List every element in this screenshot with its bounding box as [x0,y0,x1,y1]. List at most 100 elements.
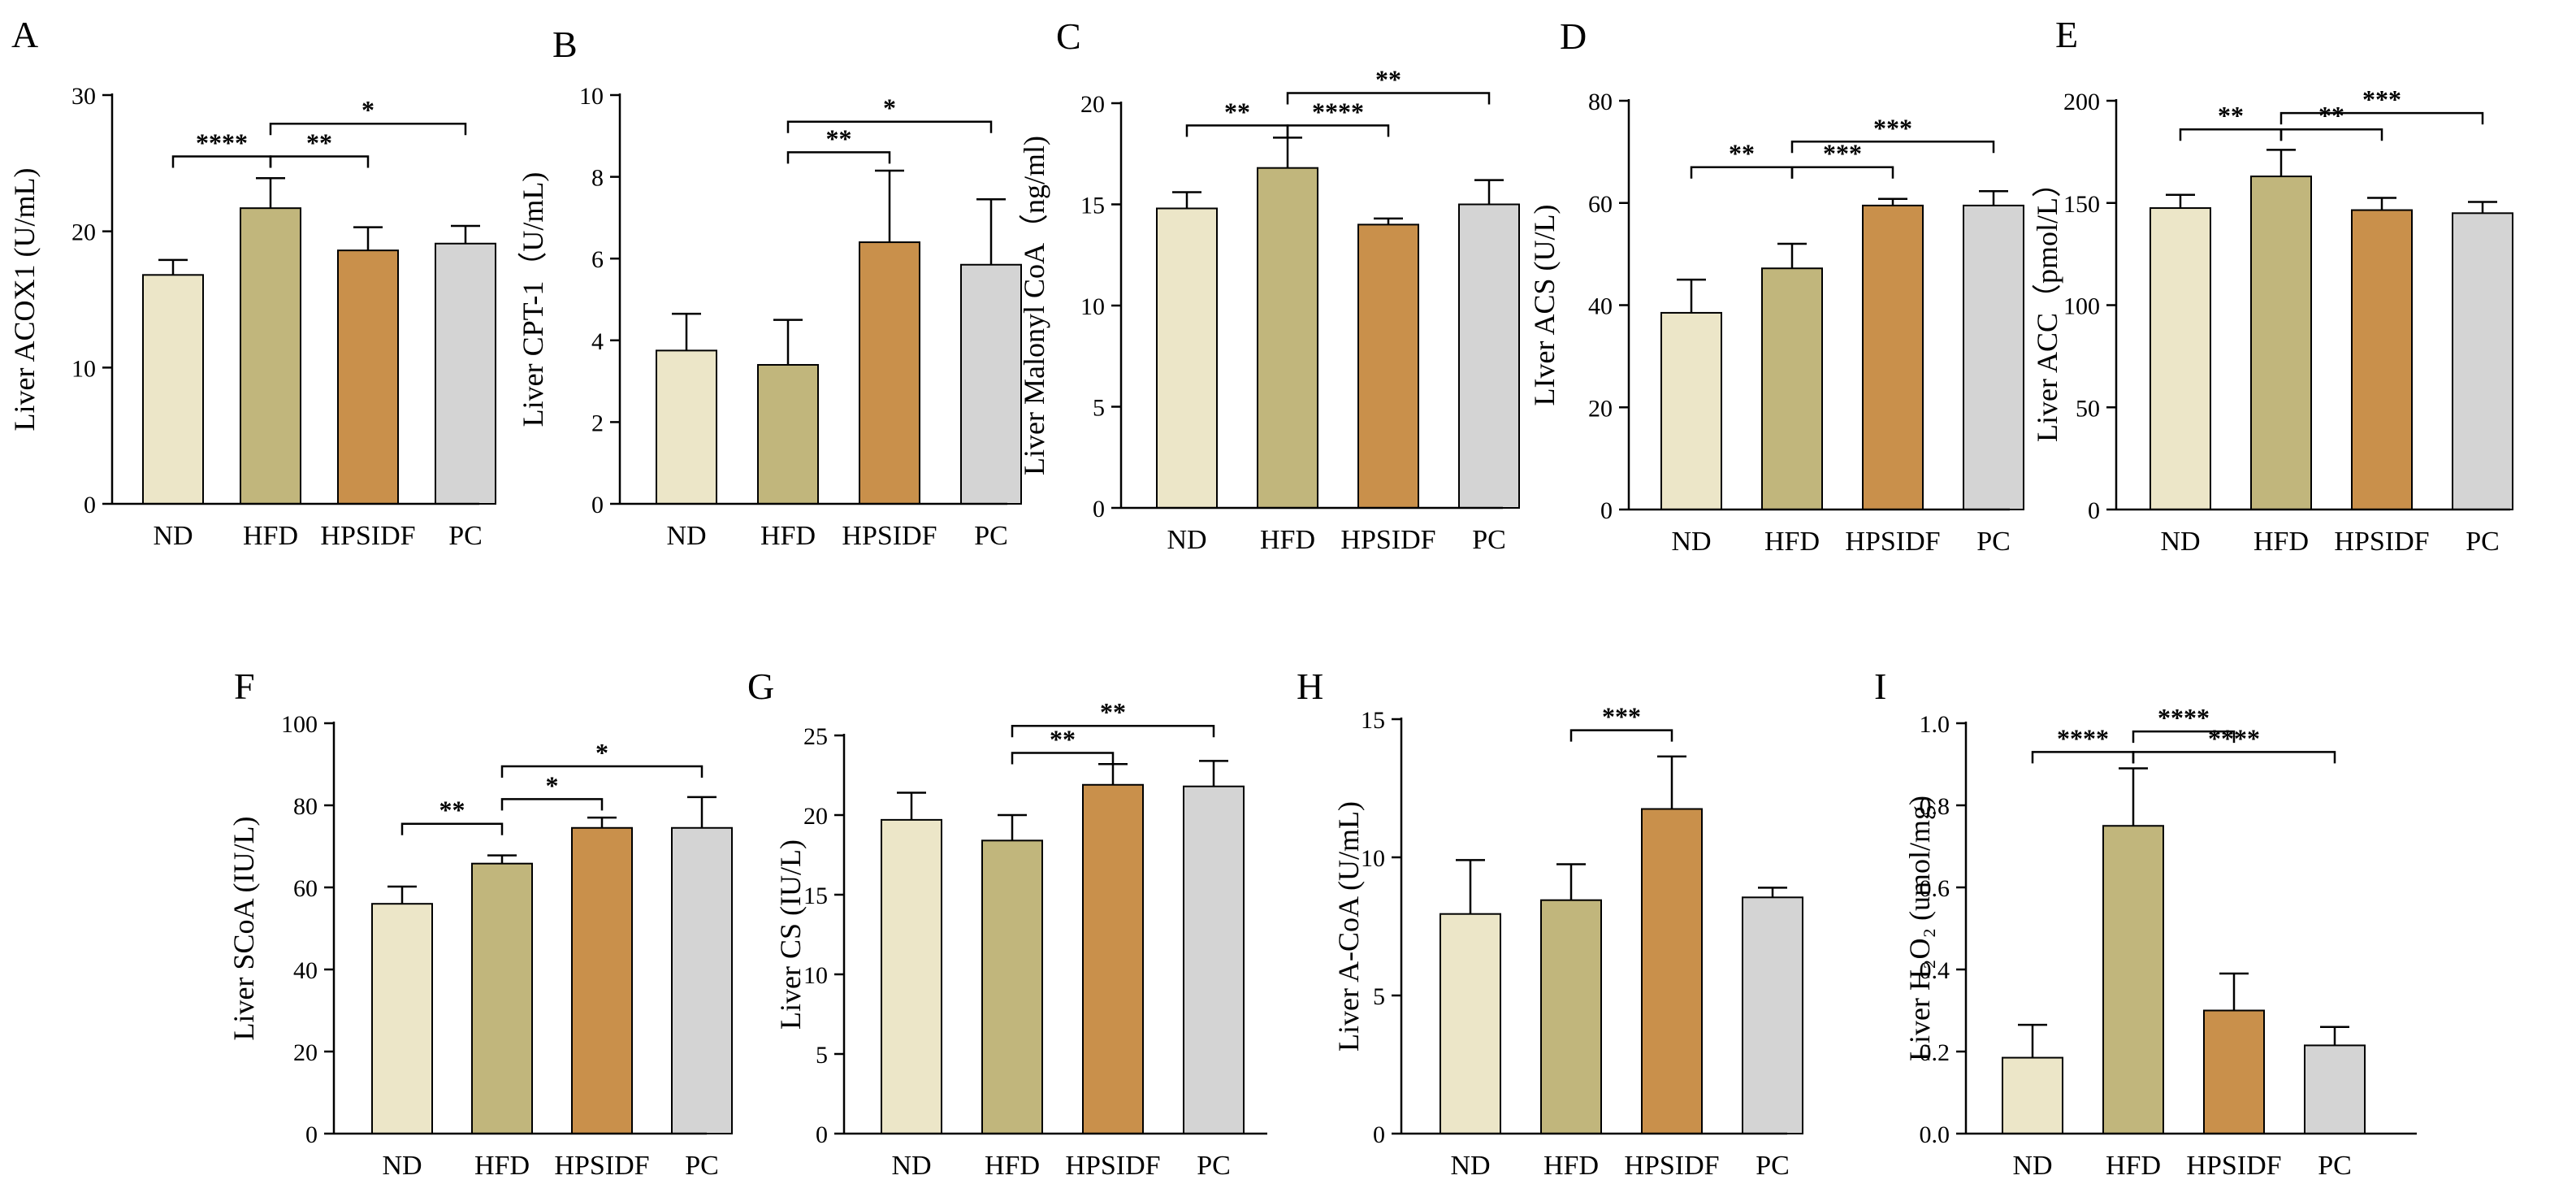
bar-hpsidf [1862,204,1924,511]
significance-label: ** [1224,97,1250,126]
category-label: HPSIDF [320,521,415,551]
significance-bracket [2279,128,2383,141]
y-tick-label: 0.4 [1920,957,1950,984]
y-tick-label: 0.0 [1920,1121,1950,1148]
y-tick-label: 15 [803,883,828,909]
bar-nd [371,903,433,1134]
bar-nd [142,274,204,505]
y-tick-label: 10 [579,83,604,110]
y-tick-label: 5 [1093,395,1105,422]
category-label: HFD [1764,527,1820,557]
bar-hfd [471,862,533,1134]
panel-letter: C [1056,15,1081,57]
significance-bracket [269,122,467,136]
category-label: PC [2318,1151,2352,1181]
bar-pc [671,826,733,1135]
significance-label: *** [1823,139,1862,168]
panel-letter: B [552,24,578,65]
y-axis-title: Liver A-CoA (U/mL) [1332,801,1365,1052]
significance-label: ** [1375,65,1401,94]
y-tick-label: 10 [803,962,828,989]
panel-e: E ND HFD HPSIDF PC 0 50 100 150 200 Liver ACC（pmol… [2031,14,2513,557]
y-tick-label: 0 [816,1121,828,1148]
y-tick-label: 40 [1588,293,1613,320]
bar-hfd [240,207,301,505]
category-label: HFD [474,1151,530,1181]
bar-hfd [981,839,1043,1134]
significance-bracket [500,765,704,778]
bar-pc [1742,896,1803,1135]
y-tick-label: 80 [293,793,318,820]
significance-bracket [1790,166,1894,179]
y-tick-label: 0 [591,492,604,518]
panel-g: G ND HFD HPSIDF PC 0 5 10 15 20 25 Liver CS (IU/L) *… [747,666,1267,1181]
significance-label: **** [196,128,248,157]
significance-bracket [1690,166,1794,179]
bar-hfd [2250,176,2312,510]
significance-bracket [269,155,370,168]
bar-hpsidf [1357,223,1419,509]
y-axis-title: Liver H₂O₂ (umol/mg) [1903,796,1936,1061]
y-tick-label: 2 [591,410,604,436]
significance-bracket [786,120,993,133]
y-tick-label: 10 [1080,293,1105,320]
significance-bracket [1185,124,1289,137]
category-label: ND [1450,1151,1490,1181]
y-tick-label: 100 [2063,293,2100,320]
bar-hpsidf [1641,808,1703,1134]
y-tick-label: 80 [1588,89,1613,115]
category-label: ND [891,1151,931,1181]
bar-hpsidf [2203,1009,2265,1134]
y-axis-title: Liver CPT-1（U/mL) [517,172,549,427]
category-label: HPSIDF [1624,1151,1719,1181]
y-tick-label: 1.0 [1920,711,1950,738]
y-axis-title: Liver SCoA (IU/L) [227,817,260,1041]
category-label: HPSIDF [1340,525,1435,555]
category-label: HPSIDF [2334,527,2429,557]
category-label: HFD [2106,1151,2161,1181]
significance-label: ** [2318,101,2344,130]
significance-label: ** [1050,725,1076,754]
significance-label: **** [2208,723,2260,752]
y-tick-label: 20 [1588,395,1613,422]
significance-label: * [595,738,608,767]
y-tick-label: 20 [1080,91,1105,118]
y-tick-label: 0 [1373,1121,1385,1148]
panel-d: D ND HFD HPSIDF PC 0 20 40 60 80 LIver ACS (U/L) **… [1528,15,2024,557]
category-label: HFD [760,521,816,551]
bar-pc [2304,1044,2366,1135]
significance-label: ** [1100,697,1126,726]
bar-pc [960,263,1022,505]
category-label: ND [1167,525,1206,555]
bar-hfd [1540,899,1602,1134]
significance-bracket [1790,141,1995,154]
panel-letter: H [1297,666,1323,707]
category-label: HPSIDF [554,1151,649,1181]
y-tick-label: 25 [803,723,828,750]
bar-hpsidf [337,249,399,505]
category-label: ND [2160,527,2200,557]
y-tick-label: 0 [1093,496,1105,523]
significance-label: *** [2362,85,2401,114]
category-label: PC [974,521,1008,551]
panel-letter: D [1560,15,1587,57]
category-label: PC [448,521,483,551]
bar-nd [1660,311,1722,510]
y-tick-label: 15 [1361,707,1385,734]
significance-bracket [2132,730,2236,744]
panel-letter: E [2055,14,2078,55]
bar-nd [656,349,717,505]
y-tick-label: 0 [84,492,96,518]
y-tick-label: 0.8 [1920,793,1950,820]
y-tick-label: 15 [1080,193,1105,219]
category-label: PC [685,1151,719,1181]
significance-bracket [2179,128,2283,141]
significance-label: * [362,95,374,124]
category-label: PC [1756,1151,1790,1181]
category-label: HFD [1543,1151,1599,1181]
category-label: HPSIDF [1065,1151,1160,1181]
bar-pc [1183,785,1245,1134]
y-tick-label: 60 [293,875,318,902]
